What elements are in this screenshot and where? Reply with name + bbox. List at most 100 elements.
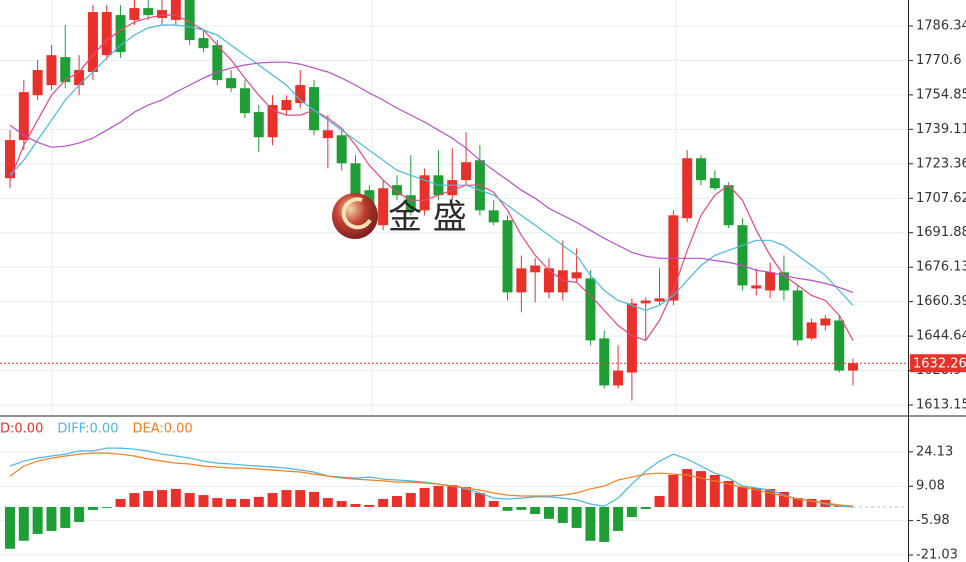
histogram-bar [60, 506, 71, 528]
y-tick-label: 1754.85 [916, 87, 966, 102]
histogram-bar [461, 487, 472, 507]
candle-body [502, 220, 513, 293]
y-tick-label: 1660.39 [916, 294, 966, 309]
candle-body [115, 15, 126, 53]
y-tick-label: -21.03 [916, 547, 958, 562]
candle-body [613, 370, 624, 386]
candle-body [626, 303, 637, 373]
histogram-bar [239, 498, 250, 507]
watermark: 金 盛 [332, 193, 467, 239]
candle-body [32, 70, 43, 96]
candle-body [350, 163, 361, 196]
candle-body [530, 265, 541, 273]
current-price-box [910, 354, 966, 373]
histogram-bar [668, 475, 679, 507]
candle-body [74, 70, 85, 86]
indicator-line [9, 24, 854, 312]
legend-label: DEA:0.00 [132, 422, 192, 437]
candle-body [447, 180, 458, 196]
candle-body [709, 178, 720, 189]
candle-body [391, 185, 402, 196]
indicator-line [9, 452, 854, 507]
candle-body [322, 130, 333, 139]
candle-body [87, 12, 98, 73]
legend-label: DIFF:0.00 [57, 422, 118, 437]
candle-body [599, 338, 610, 386]
histogram-bar [378, 498, 389, 507]
candle-body [336, 135, 347, 164]
histogram-bar [447, 485, 458, 507]
logo-swirl [341, 197, 372, 230]
candle-body [198, 38, 209, 49]
y-tick-label: 9.08 [916, 479, 945, 494]
candle-body [18, 92, 29, 141]
macd-panel [0, 447, 908, 556]
histogram-bar [502, 506, 513, 511]
candle-body [820, 318, 831, 326]
histogram-bar [613, 506, 624, 531]
histogram-bar [751, 488, 762, 507]
y-tick-label: 1691.88 [916, 225, 966, 240]
legend-label: D:0.00 [0, 422, 43, 437]
candle-body [488, 210, 499, 223]
candle-body [543, 268, 554, 293]
histogram-bar [696, 471, 706, 507]
histogram-bar [709, 475, 720, 507]
y-tick-label: 1723.36 [916, 156, 966, 171]
candle-body [267, 105, 278, 138]
candle-body [281, 100, 292, 111]
histogram-bar [295, 490, 306, 507]
price-panel [0, 0, 908, 415]
candle-body [405, 195, 416, 211]
candle-body [557, 270, 568, 293]
candle-body [516, 268, 527, 293]
histogram-bar [336, 501, 347, 507]
histogram-bar [599, 506, 610, 542]
histogram-bar [253, 496, 264, 507]
y-tick-label: -5.98 [916, 513, 950, 528]
candle-body [129, 8, 140, 20]
y-tick-label: 1739.11 [916, 122, 966, 137]
histogram-bar [682, 469, 693, 507]
histogram-bar [226, 498, 237, 507]
histogram-bar [640, 506, 651, 510]
histogram-bar [115, 498, 126, 507]
histogram-bar [516, 506, 527, 510]
histogram-bar [87, 506, 98, 510]
histogram-bar [101, 506, 112, 508]
indicator-line [9, 61, 854, 293]
candle-body [295, 85, 306, 104]
candle-body [143, 8, 154, 16]
histogram-bar [46, 506, 57, 531]
histogram-bar [391, 496, 402, 507]
histogram-bar [654, 496, 665, 507]
current-price-label: 1632.26 [913, 357, 966, 372]
candle-body [461, 162, 472, 181]
y-tick-label: 1707.62 [916, 191, 966, 206]
y-tick-label: 1676.13 [916, 260, 966, 275]
candle-body [737, 225, 748, 286]
candle-body [682, 158, 693, 219]
histogram-bar [281, 490, 292, 507]
histogram-bar [267, 493, 278, 507]
candle-body [640, 300, 651, 304]
histogram-bar [143, 490, 154, 507]
candle-body [696, 158, 706, 181]
logo [332, 193, 378, 239]
histogram-bar [5, 506, 15, 549]
y-tick-label: 1770.6 [916, 53, 962, 68]
candle-body [778, 272, 789, 291]
candle-body [239, 88, 250, 114]
y-tick-label: 1786.34 [916, 18, 966, 33]
histogram-bar [364, 504, 375, 507]
candle-body [585, 278, 596, 341]
candle-body [654, 298, 665, 302]
histogram-bar [474, 493, 485, 507]
candle-body [834, 320, 845, 371]
histogram-bar [170, 488, 181, 507]
histogram-bar [309, 491, 320, 507]
histogram-bar [557, 506, 568, 523]
